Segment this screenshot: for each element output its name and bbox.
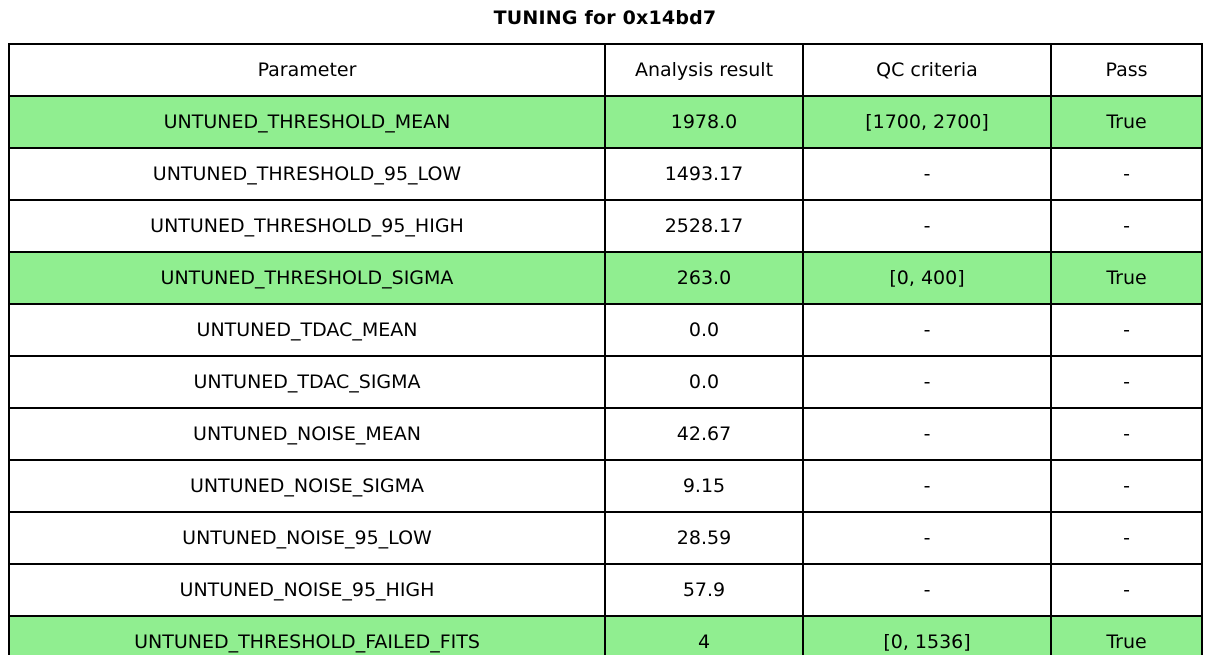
table-row: UNTUNED_THRESHOLD_MEAN 1978.0 [1700, 270… bbox=[8, 95, 1203, 149]
result-cell: 2528.17 bbox=[604, 199, 804, 253]
result-cell: 57.9 bbox=[604, 563, 804, 617]
table-header-row: Parameter Analysis result QC criteria Pa… bbox=[8, 43, 1203, 97]
table-row: UNTUNED_NOISE_MEAN 42.67 - - bbox=[8, 407, 1203, 461]
table-row: UNTUNED_NOISE_95_HIGH 57.9 - - bbox=[8, 563, 1203, 617]
pass-cell: True bbox=[1050, 615, 1203, 655]
table-row: UNTUNED_NOISE_SIGMA 9.15 - - bbox=[8, 459, 1203, 513]
param-cell: UNTUNED_NOISE_95_HIGH bbox=[8, 563, 606, 617]
table-row: UNTUNED_NOISE_95_LOW 28.59 - - bbox=[8, 511, 1203, 565]
result-cell: 28.59 bbox=[604, 511, 804, 565]
qc-cell: [1700, 2700] bbox=[802, 95, 1052, 149]
header-cell-analysis-result: Analysis result bbox=[604, 43, 804, 97]
qc-cell: - bbox=[802, 147, 1052, 201]
pass-cell: - bbox=[1050, 355, 1203, 409]
param-cell: UNTUNED_THRESHOLD_95_LOW bbox=[8, 147, 606, 201]
table-row: UNTUNED_THRESHOLD_95_LOW 1493.17 - - bbox=[8, 147, 1203, 201]
result-cell: 0.0 bbox=[604, 303, 804, 357]
qc-cell: - bbox=[802, 303, 1052, 357]
qc-results-table: Parameter Analysis result QC criteria Pa… bbox=[8, 43, 1203, 655]
header-cell-qc-criteria: QC criteria bbox=[802, 43, 1052, 97]
pass-cell: True bbox=[1050, 251, 1203, 305]
pass-cell: True bbox=[1050, 95, 1203, 149]
result-cell: 1493.17 bbox=[604, 147, 804, 201]
result-cell: 1978.0 bbox=[604, 95, 804, 149]
param-cell: UNTUNED_NOISE_95_LOW bbox=[8, 511, 606, 565]
param-cell: UNTUNED_THRESHOLD_95_HIGH bbox=[8, 199, 606, 253]
qc-cell: - bbox=[802, 355, 1052, 409]
param-cell: UNTUNED_THRESHOLD_FAILED_FITS bbox=[8, 615, 606, 655]
table-row: UNTUNED_THRESHOLD_FAILED_FITS 4 [0, 1536… bbox=[8, 615, 1203, 655]
qc-cell: - bbox=[802, 199, 1052, 253]
pass-cell: - bbox=[1050, 563, 1203, 617]
result-cell: 42.67 bbox=[604, 407, 804, 461]
pass-cell: - bbox=[1050, 303, 1203, 357]
qc-cell: - bbox=[802, 459, 1052, 513]
table-row: UNTUNED_THRESHOLD_SIGMA 263.0 [0, 400] T… bbox=[8, 251, 1203, 305]
result-cell: 4 bbox=[604, 615, 804, 655]
qc-cell: - bbox=[802, 511, 1052, 565]
table-row: UNTUNED_TDAC_MEAN 0.0 - - bbox=[8, 303, 1203, 357]
table-row: UNTUNED_THRESHOLD_95_HIGH 2528.17 - - bbox=[8, 199, 1203, 253]
header-cell-parameter: Parameter bbox=[8, 43, 606, 97]
result-cell: 9.15 bbox=[604, 459, 804, 513]
result-cell: 263.0 bbox=[604, 251, 804, 305]
header-cell-pass: Pass bbox=[1050, 43, 1203, 97]
param-cell: UNTUNED_THRESHOLD_MEAN bbox=[8, 95, 606, 149]
pass-cell: - bbox=[1050, 511, 1203, 565]
param-cell: UNTUNED_THRESHOLD_SIGMA bbox=[8, 251, 606, 305]
qc-cell: - bbox=[802, 563, 1052, 617]
qc-cell: - bbox=[802, 407, 1052, 461]
param-cell: UNTUNED_TDAC_SIGMA bbox=[8, 355, 606, 409]
param-cell: UNTUNED_TDAC_MEAN bbox=[8, 303, 606, 357]
table-row: UNTUNED_TDAC_SIGMA 0.0 - - bbox=[8, 355, 1203, 409]
qc-cell: [0, 400] bbox=[802, 251, 1052, 305]
qc-cell: [0, 1536] bbox=[802, 615, 1052, 655]
pass-cell: - bbox=[1050, 459, 1203, 513]
param-cell: UNTUNED_NOISE_MEAN bbox=[8, 407, 606, 461]
pass-cell: - bbox=[1050, 199, 1203, 253]
figure-title: TUNING for 0x14bd7 bbox=[493, 7, 717, 29]
pass-cell: - bbox=[1050, 407, 1203, 461]
param-cell: UNTUNED_NOISE_SIGMA bbox=[8, 459, 606, 513]
result-cell: 0.0 bbox=[604, 355, 804, 409]
pass-cell: - bbox=[1050, 147, 1203, 201]
